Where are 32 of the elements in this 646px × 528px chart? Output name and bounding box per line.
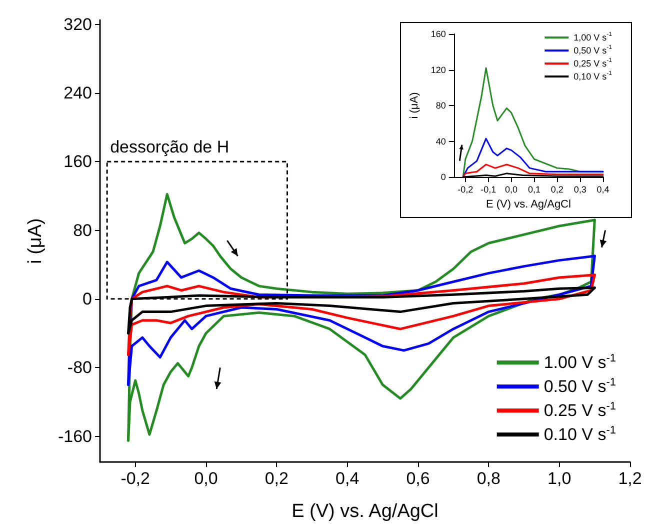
annotation: dessorção de H	[110, 138, 230, 157]
x-tick-label: -0,2	[458, 184, 474, 194]
x-tick-label: 0,1	[528, 184, 540, 194]
y-tick-label: -80	[67, 358, 92, 378]
x-axis-title: E (V) vs. Ag/AgCl	[486, 198, 571, 210]
y-axis-title: i (μA)	[408, 92, 420, 119]
y-tick-label: 80	[73, 220, 92, 240]
y-tick-label: 320	[64, 14, 92, 34]
x-axis-title: E (V) vs. Ag/AgCl	[292, 501, 438, 522]
x-tick-label: 1,2	[618, 469, 642, 488]
x-tick-label: -0,1	[480, 184, 496, 194]
x-tick-label: -0,2	[120, 469, 150, 488]
x-tick-label: 0,2	[550, 184, 564, 194]
y-tick-label: 160	[64, 152, 92, 172]
x-tick-label: 0,2	[264, 469, 288, 488]
y-tick-label: 40	[436, 136, 446, 146]
y-tick-label: 0	[82, 289, 92, 308]
y-tick-label: 160	[430, 29, 446, 39]
x-tick-label: 0,8	[476, 469, 500, 488]
x-tick-label: 0,6	[406, 469, 430, 488]
x-tick-label: 1,0	[548, 469, 572, 488]
y-axis-title: i (μA)	[25, 218, 46, 264]
x-tick-label: 0,3	[574, 184, 586, 194]
y-tick-label: -160	[58, 426, 92, 446]
x-tick-label: 0,4	[596, 184, 610, 194]
y-tick-label: 120	[430, 64, 446, 75]
y-tick-label: 240	[64, 83, 92, 102]
y-tick-label: 80	[436, 100, 446, 110]
y-tick-label: 0	[440, 172, 446, 182]
x-tick-label: 0,0	[505, 184, 518, 194]
x-tick-label: 0,0	[194, 469, 218, 488]
x-tick-label: 0,4	[336, 469, 360, 488]
